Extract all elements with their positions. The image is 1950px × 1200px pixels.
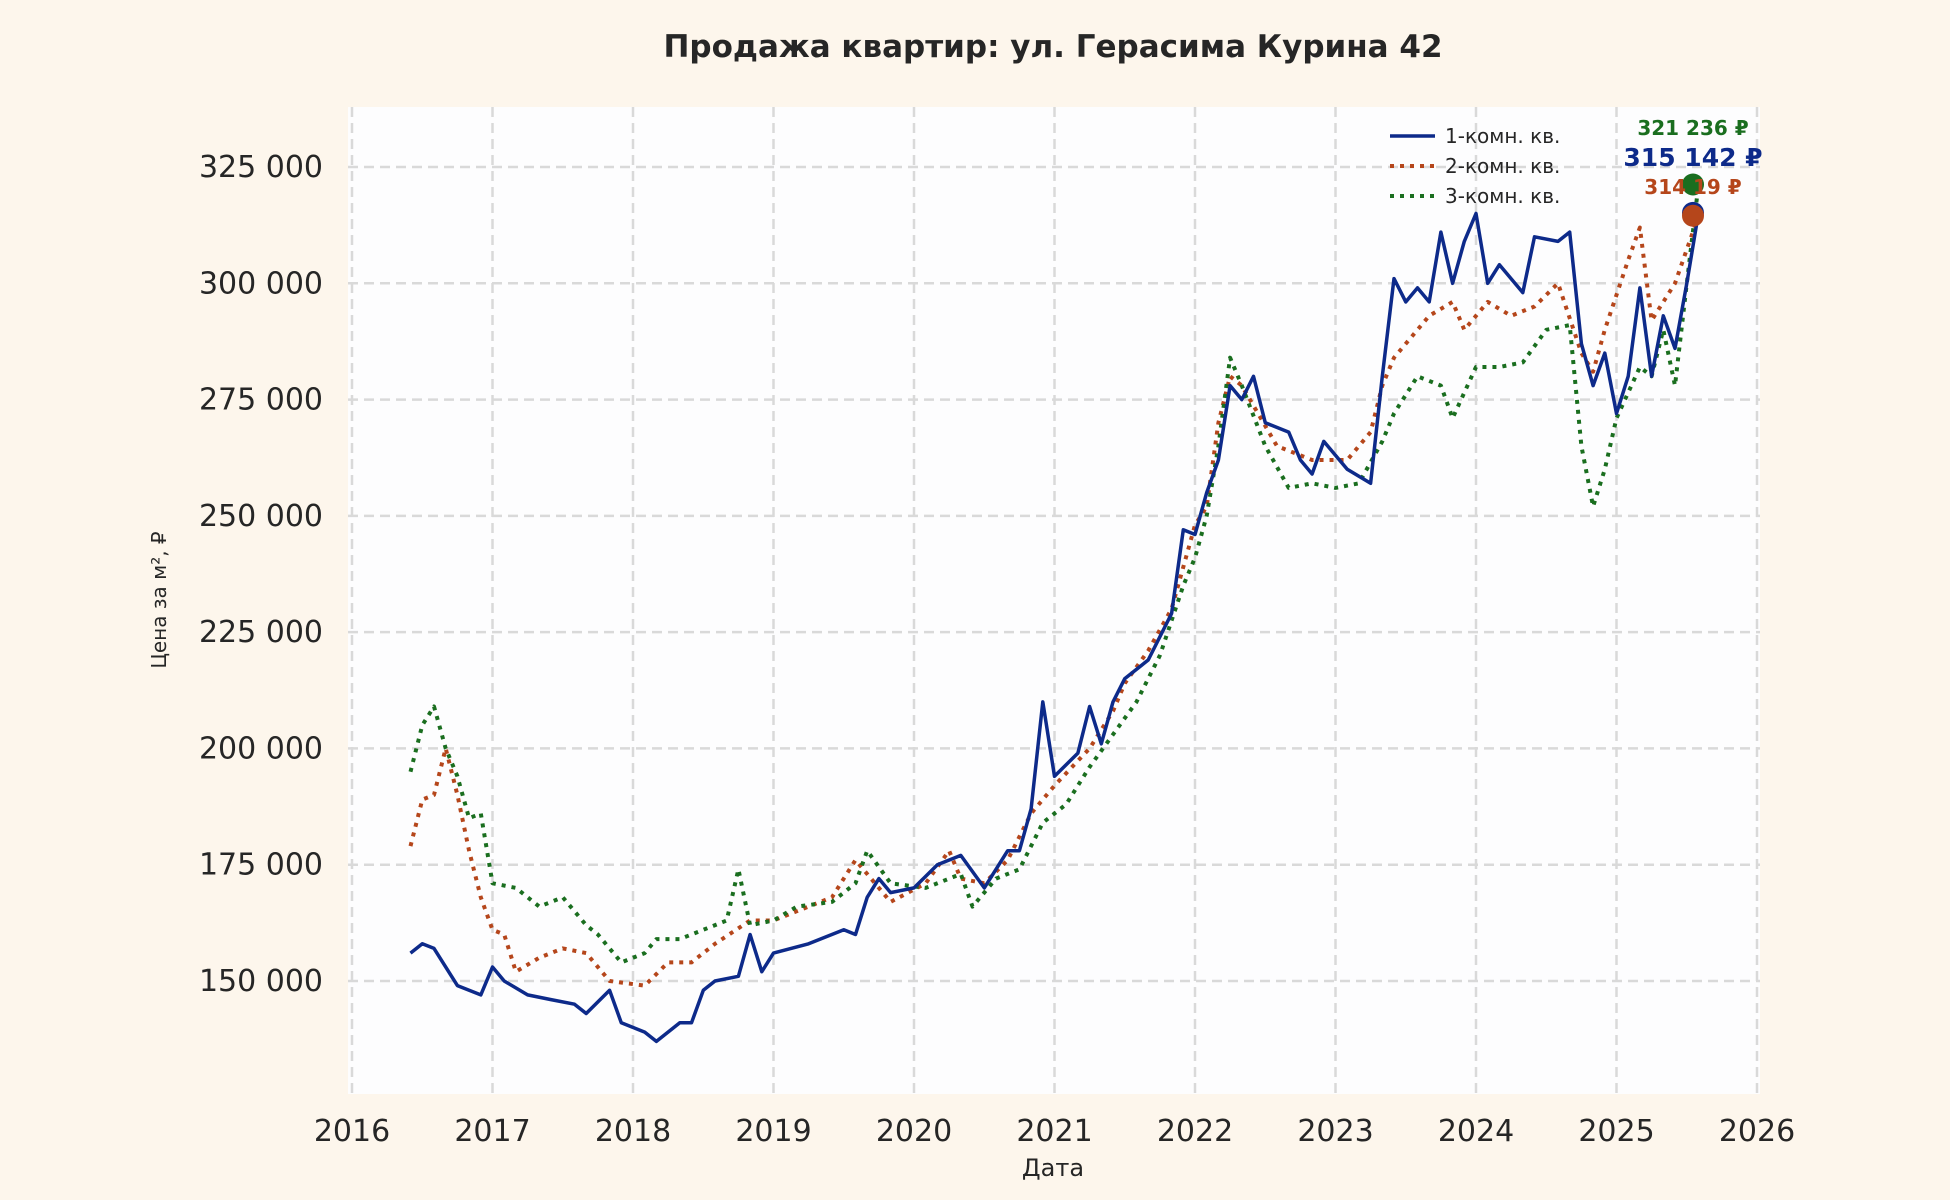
last-value-label-1room: 315 142 ₽ bbox=[1623, 143, 1762, 172]
series-line-1room bbox=[409, 211, 1701, 1044]
x-tick-labels: 2016 2017 2018 2019 2020 2021 2022 2023 2024 2025… bbox=[314, 1114, 1795, 1149]
series-line-3room bbox=[408, 184, 1701, 965]
y-tick-label: 175 000 bbox=[199, 848, 323, 883]
x-tick-label: 2016 bbox=[314, 1114, 390, 1149]
last-value-label-3room: 321 236 ₽ bbox=[1637, 116, 1748, 140]
x-tick-label: 2022 bbox=[1157, 1114, 1233, 1149]
x-tick-label: 2020 bbox=[876, 1114, 952, 1149]
last-value-dot-3room bbox=[1682, 173, 1704, 196]
x-tick-label: 2019 bbox=[735, 1114, 811, 1149]
grid bbox=[348, 107, 1760, 1094]
legend-label-2room: 2-комн. кв. bbox=[1445, 154, 1560, 178]
chart-title: Продажа квартир: ул. Герасима Курина 42 bbox=[663, 29, 1442, 65]
x-tick-label: 2017 bbox=[454, 1114, 530, 1149]
series-lines bbox=[408, 184, 1701, 1044]
y-tick-label: 275 000 bbox=[199, 383, 323, 418]
series-line-2room bbox=[408, 215, 1701, 988]
last-value-label-2room: 314 19 ₽ bbox=[1644, 175, 1742, 199]
y-tick-label: 150 000 bbox=[199, 964, 323, 999]
last-value-dot-2room bbox=[1682, 204, 1704, 227]
x-tick-label: 2024 bbox=[1438, 1114, 1514, 1149]
x-tick-label: 2021 bbox=[1016, 1114, 1092, 1149]
x-tick-label: 2025 bbox=[1578, 1114, 1654, 1149]
y-tick-label: 200 000 bbox=[199, 731, 323, 766]
x-tick-label: 2018 bbox=[595, 1114, 671, 1149]
y-tick-label: 300 000 bbox=[199, 266, 323, 301]
y-tick-label: 250 000 bbox=[199, 499, 323, 534]
y-tick-label: 325 000 bbox=[199, 150, 323, 185]
legend: 1-комн. кв. 2-комн. кв. 3-комн. кв. bbox=[1390, 124, 1560, 208]
legend-label-1room: 1-комн. кв. bbox=[1445, 124, 1560, 148]
last-value-annotations: 321 236 ₽ 315 142 ₽ 314 19 ₽ bbox=[1623, 116, 1763, 227]
x-axis-label: Дата bbox=[1022, 1154, 1084, 1182]
x-tick-label: 2026 bbox=[1719, 1114, 1795, 1149]
x-tick-label: 2023 bbox=[1297, 1114, 1373, 1149]
y-axis-label: Цена за м², ₽ bbox=[147, 531, 171, 669]
y-tick-label: 225 000 bbox=[199, 615, 323, 650]
legend-label-3room: 3-комн. кв. bbox=[1445, 184, 1560, 208]
y-tick-labels: 150 000 175 000 200 000 225 000 250 000 275 0… bbox=[199, 150, 323, 999]
